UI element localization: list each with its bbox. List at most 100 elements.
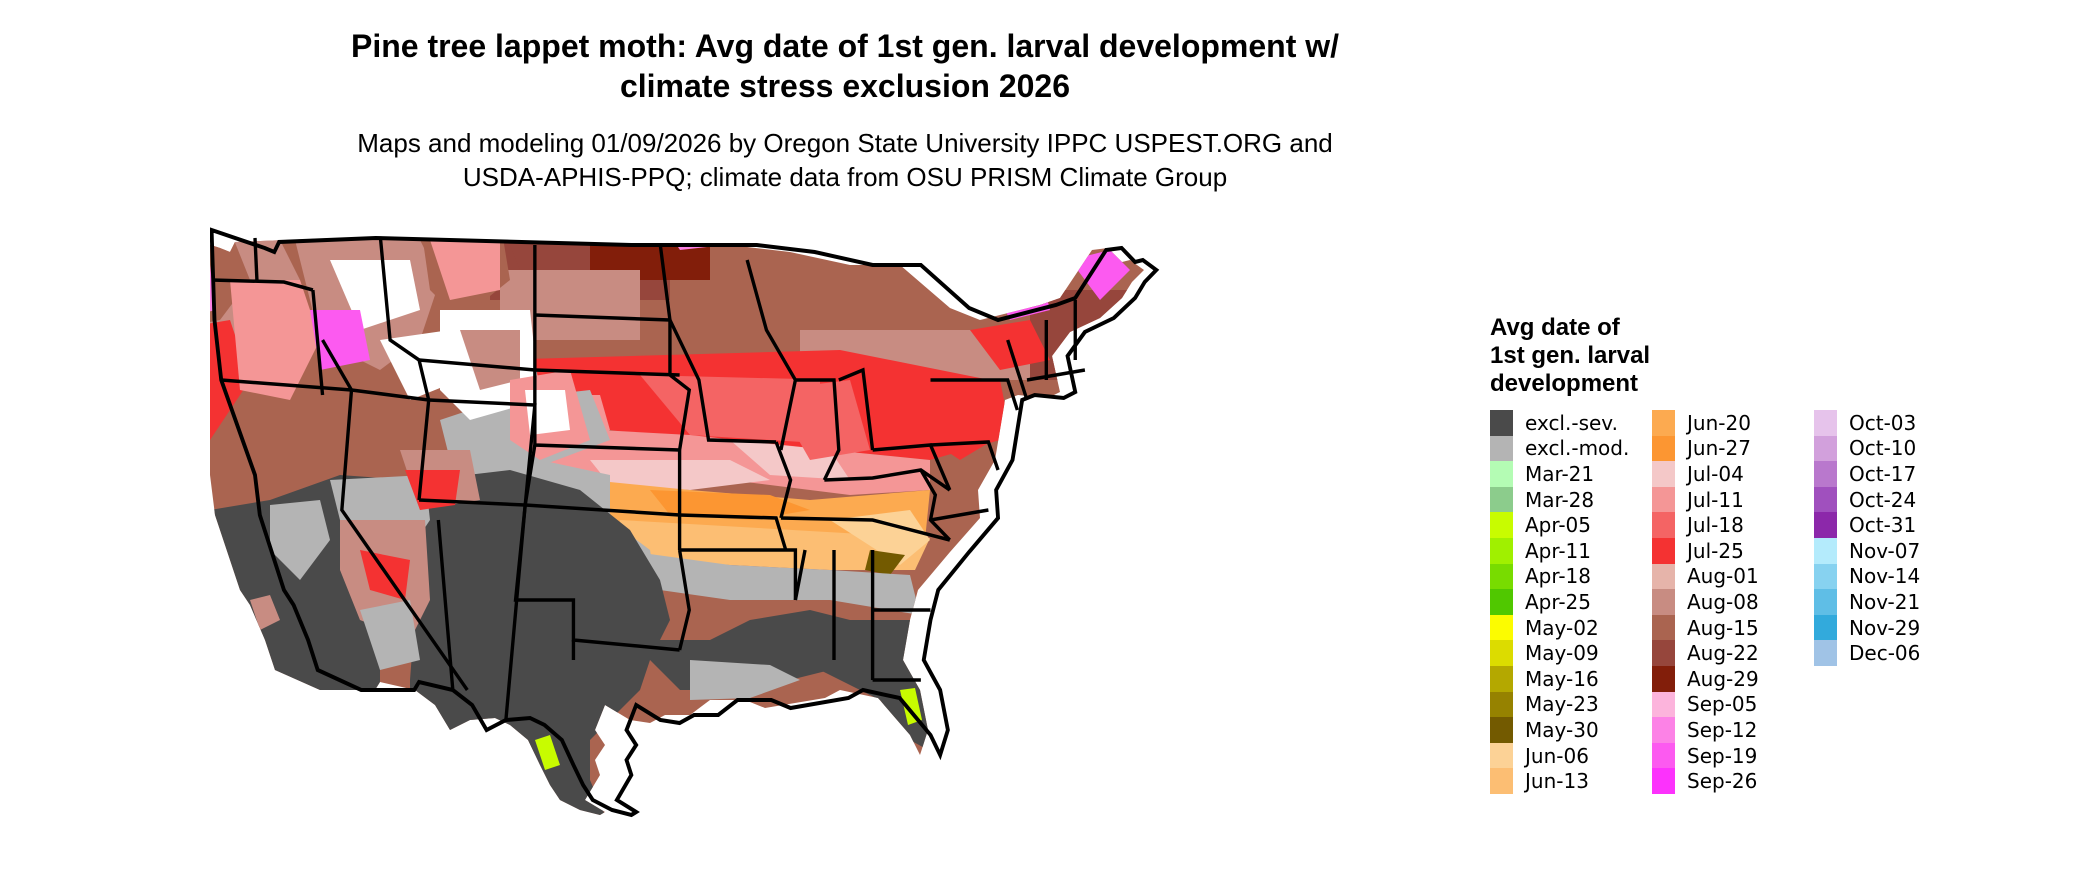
legend-label: excl.-mod. [1525, 436, 1630, 461]
legend-swatch [1814, 461, 1837, 487]
legend-label: Oct-17 [1849, 461, 1917, 486]
legend-label: May-02 [1525, 615, 1599, 640]
legend-item: Aug-15 [1652, 614, 1814, 641]
legend-swatch [1490, 512, 1513, 538]
legend-swatch [1652, 461, 1675, 487]
legend-swatch [1490, 691, 1513, 718]
legend-swatch [1490, 410, 1513, 436]
map-title: Pine tree lappet moth: Avg date of 1st g… [230, 26, 1460, 106]
legend-item: Jun-06 [1490, 742, 1652, 769]
legend-item: Nov-14 [1814, 563, 1976, 590]
us-map-graphic [210, 227, 1160, 818]
legend-label: Apr-25 [1525, 589, 1591, 614]
legend-label: excl.-sev. [1525, 410, 1618, 435]
legend-column: Oct-03 Oct-10 Oct-17 Oct-24 Oct-31 Nov-07 Nov-… [1814, 410, 1976, 794]
legend-item: Mar-21 [1490, 461, 1652, 487]
legend-item: excl.-mod. [1490, 435, 1652, 462]
map-title-line-1: Pine tree lappet moth: Avg date of 1st g… [350, 28, 1340, 64]
map-subtitle-line-1: Maps and modeling 01/09/2026 by Oregon S… [357, 128, 1333, 158]
legend-item: Dec-06 [1814, 640, 1976, 666]
legend-item: Apr-11 [1490, 537, 1652, 564]
legend-swatch [1652, 512, 1675, 538]
legend-swatch [1652, 691, 1675, 718]
legend-swatch [1814, 589, 1837, 615]
legend-swatch [1652, 410, 1675, 436]
state-borders [211, 237, 1086, 721]
legend-item: May-30 [1490, 717, 1652, 743]
legend-item: Mar-28 [1490, 486, 1652, 513]
legend-title-line-2: 1st gen. larval [1490, 342, 1651, 369]
legend-label: Jun-27 [1687, 436, 1751, 461]
legend-label: May-23 [1525, 692, 1599, 717]
legend-swatch [1814, 435, 1837, 462]
legend-column: excl.-sev. excl.-mod. Mar-21 Mar-28 Apr-05 Ap… [1490, 410, 1652, 794]
legend-item: May-09 [1490, 640, 1652, 666]
map-subtitle-line-2: USDA-APHIS-PPQ; climate data from OSU PR… [462, 162, 1228, 192]
legend-item: Aug-29 [1652, 665, 1814, 692]
legend-item: Jul-25 [1652, 537, 1814, 564]
legend-item: May-16 [1490, 665, 1652, 692]
legend-item: Sep-26 [1652, 768, 1814, 794]
legend-swatch [1652, 589, 1675, 615]
legend-item: Aug-08 [1652, 589, 1814, 615]
legend-item: Jul-18 [1652, 512, 1814, 538]
legend-item: Jun-20 [1652, 410, 1814, 436]
legend-swatch [1814, 537, 1837, 564]
legend-label: May-16 [1525, 666, 1599, 691]
legend-item: Oct-17 [1814, 461, 1976, 487]
legend: Avg date of 1st gen. larval development … [1490, 314, 2010, 794]
legend-swatch [1490, 589, 1513, 615]
legend-label: Jul-11 [1687, 487, 1744, 512]
legend-item: Oct-03 [1814, 410, 1976, 436]
legend-swatch [1814, 614, 1837, 641]
legend-swatch [1652, 563, 1675, 590]
legend-item: excl.-sev. [1490, 410, 1652, 436]
legend-swatch [1490, 742, 1513, 769]
legend-label: Sep-26 [1687, 769, 1758, 794]
legend-label: Sep-12 [1687, 717, 1758, 742]
legend-item: Nov-21 [1814, 589, 1976, 615]
legend-item: Nov-07 [1814, 537, 1976, 564]
legend-label: Oct-03 [1849, 410, 1917, 435]
legend-label: Apr-11 [1525, 538, 1591, 563]
legend-label: Oct-31 [1849, 513, 1917, 538]
legend-swatch [1652, 435, 1675, 462]
legend-swatch [1490, 665, 1513, 692]
legend-item: Apr-25 [1490, 589, 1652, 615]
legend-label: Aug-08 [1687, 589, 1759, 614]
legend-swatch [1652, 640, 1675, 666]
legend-label: Nov-14 [1849, 564, 1921, 589]
legend-item: May-23 [1490, 691, 1652, 718]
legend-item: Jul-11 [1652, 486, 1814, 513]
legend-label: Jun-20 [1687, 410, 1751, 435]
us-outline [210, 227, 1160, 818]
legend-title-line-3: development [1490, 370, 1639, 397]
legend-columns: excl.-sev. excl.-mod. Mar-21 Mar-28 Apr-05 Ap… [1490, 410, 2010, 794]
legend-item: Sep-05 [1652, 691, 1814, 718]
us-map [210, 220, 1460, 890]
legend-item: Nov-29 [1814, 614, 1976, 641]
legend-item: Jun-27 [1652, 435, 1814, 462]
legend-title: Avg date of 1st gen. larval development [1490, 314, 2010, 398]
legend-item: Apr-18 [1490, 563, 1652, 590]
legend-item: May-02 [1490, 614, 1652, 641]
legend-label: Nov-21 [1849, 589, 1921, 614]
legend-item: Jun-13 [1490, 768, 1652, 794]
legend-swatch [1652, 768, 1675, 794]
legend-label: Mar-21 [1525, 461, 1595, 486]
legend-label: Sep-05 [1687, 692, 1758, 717]
legend-swatch [1814, 410, 1837, 436]
legend-item: Oct-24 [1814, 486, 1976, 513]
legend-label: Apr-18 [1525, 564, 1591, 589]
legend-item: Sep-19 [1652, 742, 1814, 769]
legend-label: Jun-13 [1525, 769, 1589, 794]
legend-label: May-09 [1525, 641, 1599, 666]
legend-swatch [1652, 486, 1675, 513]
legend-title-line-1: Avg date of [1490, 314, 1620, 341]
legend-label: Jul-04 [1687, 461, 1744, 486]
legend-label: Jul-25 [1687, 538, 1744, 563]
legend-swatch [1490, 435, 1513, 462]
legend-item: Oct-10 [1814, 435, 1976, 462]
legend-label: May-30 [1525, 717, 1599, 742]
legend-item: Sep-12 [1652, 717, 1814, 743]
